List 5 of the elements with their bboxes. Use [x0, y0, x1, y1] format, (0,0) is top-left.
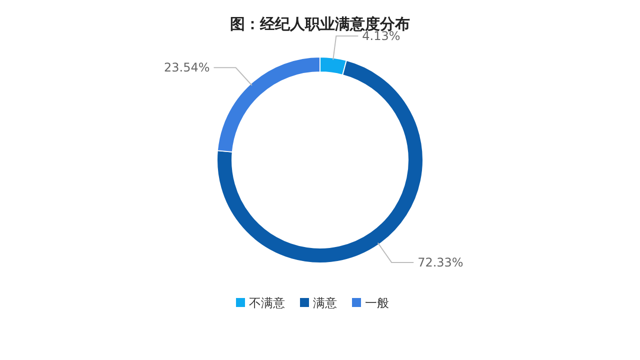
legend-label: 不满意	[249, 296, 285, 310]
data-label: 23.54%	[164, 60, 210, 75]
data-label: 72.33%	[418, 255, 464, 270]
legend-label: 一般	[365, 296, 389, 310]
legend-label: 满意	[313, 296, 337, 310]
